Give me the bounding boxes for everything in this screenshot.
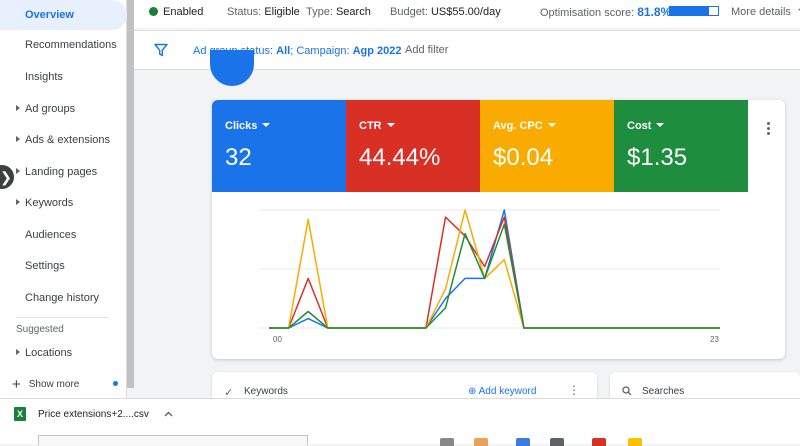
caret-down-icon [386, 123, 395, 127]
sidebar-item-insights[interactable]: Insights [0, 62, 127, 92]
sidebar-item-label: Recommendations [25, 39, 117, 51]
sidebar-item-ads-extensions[interactable]: Ads & extensions [0, 125, 127, 155]
sidebar-item-label: Insights [25, 71, 63, 83]
sidebar: Overview Recommendations Insights Ad groups… [0, 0, 127, 400]
chart-series-line-3 [269, 223, 720, 329]
metric-value: $1.35 [627, 144, 688, 171]
sidebar-divider [16, 317, 108, 318]
taskbar-app-icon[interactable] [592, 438, 606, 446]
campaign-type: Type: Search [306, 6, 371, 18]
optimisation-score-bar [669, 6, 719, 16]
metric-label[interactable]: Cost [627, 120, 665, 132]
add-filter-button[interactable]: Add filter [405, 44, 449, 56]
taskbar-app-icon[interactable] [516, 438, 530, 446]
performance-line-chart: 00 23 [259, 209, 720, 344]
metric-label[interactable]: Avg. CPC [493, 120, 556, 132]
taskbar-app-icon[interactable] [550, 438, 564, 446]
excel-file-icon: X [14, 407, 26, 421]
metric-label[interactable]: Clicks [225, 120, 271, 132]
add-icon: ⊕ [468, 386, 477, 397]
sidebar-item-label: Overview [25, 9, 74, 21]
sidebar-item-label: Change history [25, 292, 99, 304]
sidebar-item-change-history[interactable]: Change history [0, 283, 127, 313]
performance-chart-card: Clicks 32 CTR 44.44% Avg. CPC $0.04 Cost $1.35 … [212, 100, 785, 359]
notification-dot [113, 381, 118, 386]
show-more-label: Show more [28, 379, 80, 390]
taskbar-app-icon[interactable] [440, 438, 454, 446]
metric-tile-avg-cpc[interactable]: Avg. CPC $0.04 [480, 100, 614, 192]
caret-right-icon [16, 105, 20, 111]
expand-sidebar-button[interactable]: ❯ [0, 165, 14, 189]
x-tick-label: 00 [273, 335, 282, 344]
keywords-card-title: Keywords [244, 386, 288, 397]
search-icon [622, 386, 632, 396]
download-item[interactable]: X Price extensions+2....csv [14, 407, 149, 421]
metric-value: 44.44% [359, 144, 441, 171]
caret-right-icon [16, 136, 20, 142]
campaign-budget: Budget: US$55.00/day [390, 6, 501, 18]
sidebar-item-overview[interactable]: Overview [0, 0, 127, 30]
searches-card: Searches [610, 372, 800, 402]
sidebar-item-label: Ad groups [25, 103, 76, 115]
caret-right-icon [16, 168, 20, 174]
caret-down-icon [262, 123, 271, 127]
sidebar-item-ad-groups[interactable]: Ad groups [0, 94, 127, 124]
floating-action-button[interactable] [210, 50, 254, 86]
status-enabled[interactable]: Enabled [149, 6, 203, 18]
plus-icon: + [12, 376, 21, 393]
check-icon: ✓ [224, 387, 234, 399]
sidebar-item-audiences[interactable]: Audiences [0, 220, 127, 250]
metric-tile-ctr[interactable]: CTR 44.44% [346, 100, 480, 192]
status-eligible: Status: Eligible [227, 6, 300, 18]
sidebar-item-landing-pages[interactable]: Landing pages [0, 157, 127, 187]
campaign-status-bar: Enabled Status: Eligible Type: Search Bu… [134, 0, 800, 28]
keywords-card: ✓ Keywords ⊕ Add keyword ⋮ [212, 372, 597, 402]
show-more-button[interactable]: + Show more [12, 376, 79, 393]
optimisation-score[interactable]: Optimisation score: 81.8% [540, 5, 672, 19]
filter-icon[interactable] [154, 43, 168, 57]
taskbar-app-icon[interactable] [628, 438, 642, 446]
sidebar-item-keywords[interactable]: Keywords [0, 188, 127, 218]
sidebar-item-label: Landing pages [25, 166, 98, 178]
sidebar-item-settings[interactable]: Settings [0, 251, 127, 281]
sidebar-item-label: Ads & extensions [25, 134, 110, 146]
sidebar-item-recommendations[interactable]: Recommendations [0, 30, 127, 60]
metric-tile-cost[interactable]: Cost $1.35 [614, 100, 748, 192]
sidebar-item-label: Settings [25, 260, 65, 272]
sidebar-item-locations[interactable]: Locations [0, 338, 127, 368]
metric-value: $0.04 [493, 144, 554, 171]
metric-tile-clicks[interactable]: Clicks 32 [212, 100, 346, 192]
caret-down-icon [547, 123, 556, 127]
chevron-up-icon[interactable] [164, 411, 173, 417]
download-filename: Price extensions+2....csv [38, 408, 149, 420]
taskbar-edge [38, 435, 308, 445]
sidebar-scrollbar[interactable] [127, 0, 134, 388]
caret-right-icon [16, 349, 20, 355]
caret-right-icon [16, 199, 20, 205]
sidebar-item-label: Locations [25, 347, 73, 359]
taskbar-app-icon[interactable] [474, 438, 488, 446]
more-details-link[interactable]: More details [731, 6, 800, 18]
chart-series-line-1 [269, 216, 720, 329]
sidebar-item-label: Keywords [25, 197, 74, 209]
caret-down-icon [656, 123, 665, 127]
x-tick-label: 23 [710, 335, 719, 344]
more-options-icon[interactable] [767, 122, 771, 137]
add-keyword-link[interactable]: ⊕ Add keyword [468, 386, 537, 397]
metric-label[interactable]: CTR [359, 120, 395, 132]
metric-value: 32 [225, 144, 252, 171]
chevron-right-icon: ❯ [0, 168, 12, 185]
download-bar: X Price extensions+2....csv [0, 398, 800, 445]
searches-card-title: Searches [642, 386, 685, 397]
status-dot-icon [149, 7, 158, 16]
more-options-icon[interactable]: ⋮ [568, 383, 580, 397]
sidebar-section-suggested: Suggested [16, 324, 64, 335]
sidebar-item-label: Audiences [25, 229, 77, 241]
